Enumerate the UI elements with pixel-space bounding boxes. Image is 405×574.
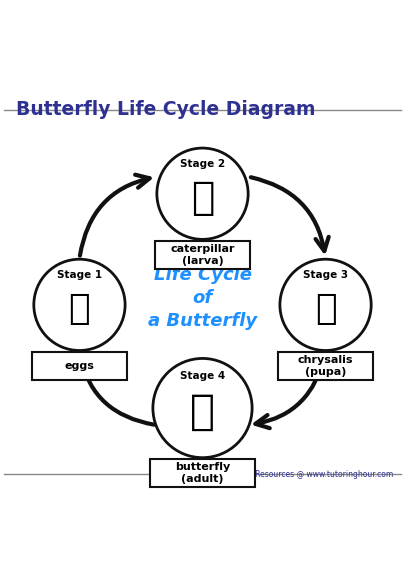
FancyBboxPatch shape [155, 241, 250, 269]
Text: 🍃: 🍃 [69, 292, 90, 326]
Text: 🪲: 🪲 [315, 292, 336, 326]
Text: of: of [192, 289, 213, 307]
Text: Teaching Resources @ www.tutoringhour.com: Teaching Resources @ www.tutoringhour.co… [219, 471, 393, 479]
Text: Stage 2: Stage 2 [180, 159, 225, 169]
Text: eggs: eggs [64, 361, 94, 371]
Text: chrysalis
(pupa): chrysalis (pupa) [298, 355, 353, 377]
Text: Butterfly Life Cycle Diagram: Butterfly Life Cycle Diagram [16, 100, 315, 119]
Text: Life Cycle: Life Cycle [153, 266, 252, 284]
Text: Stage 3: Stage 3 [303, 270, 348, 280]
Text: Stage 1: Stage 1 [57, 270, 102, 280]
Text: caterpillar
(larva): caterpillar (larva) [170, 243, 235, 266]
Text: 🦋: 🦋 [190, 391, 215, 433]
FancyBboxPatch shape [277, 352, 373, 380]
Text: Stage 4: Stage 4 [180, 371, 225, 381]
Text: butterfly
(adult): butterfly (adult) [175, 462, 230, 484]
Text: a Butterfly: a Butterfly [148, 312, 257, 330]
FancyBboxPatch shape [32, 352, 128, 380]
FancyBboxPatch shape [150, 459, 255, 487]
Text: 🐛: 🐛 [191, 179, 214, 217]
